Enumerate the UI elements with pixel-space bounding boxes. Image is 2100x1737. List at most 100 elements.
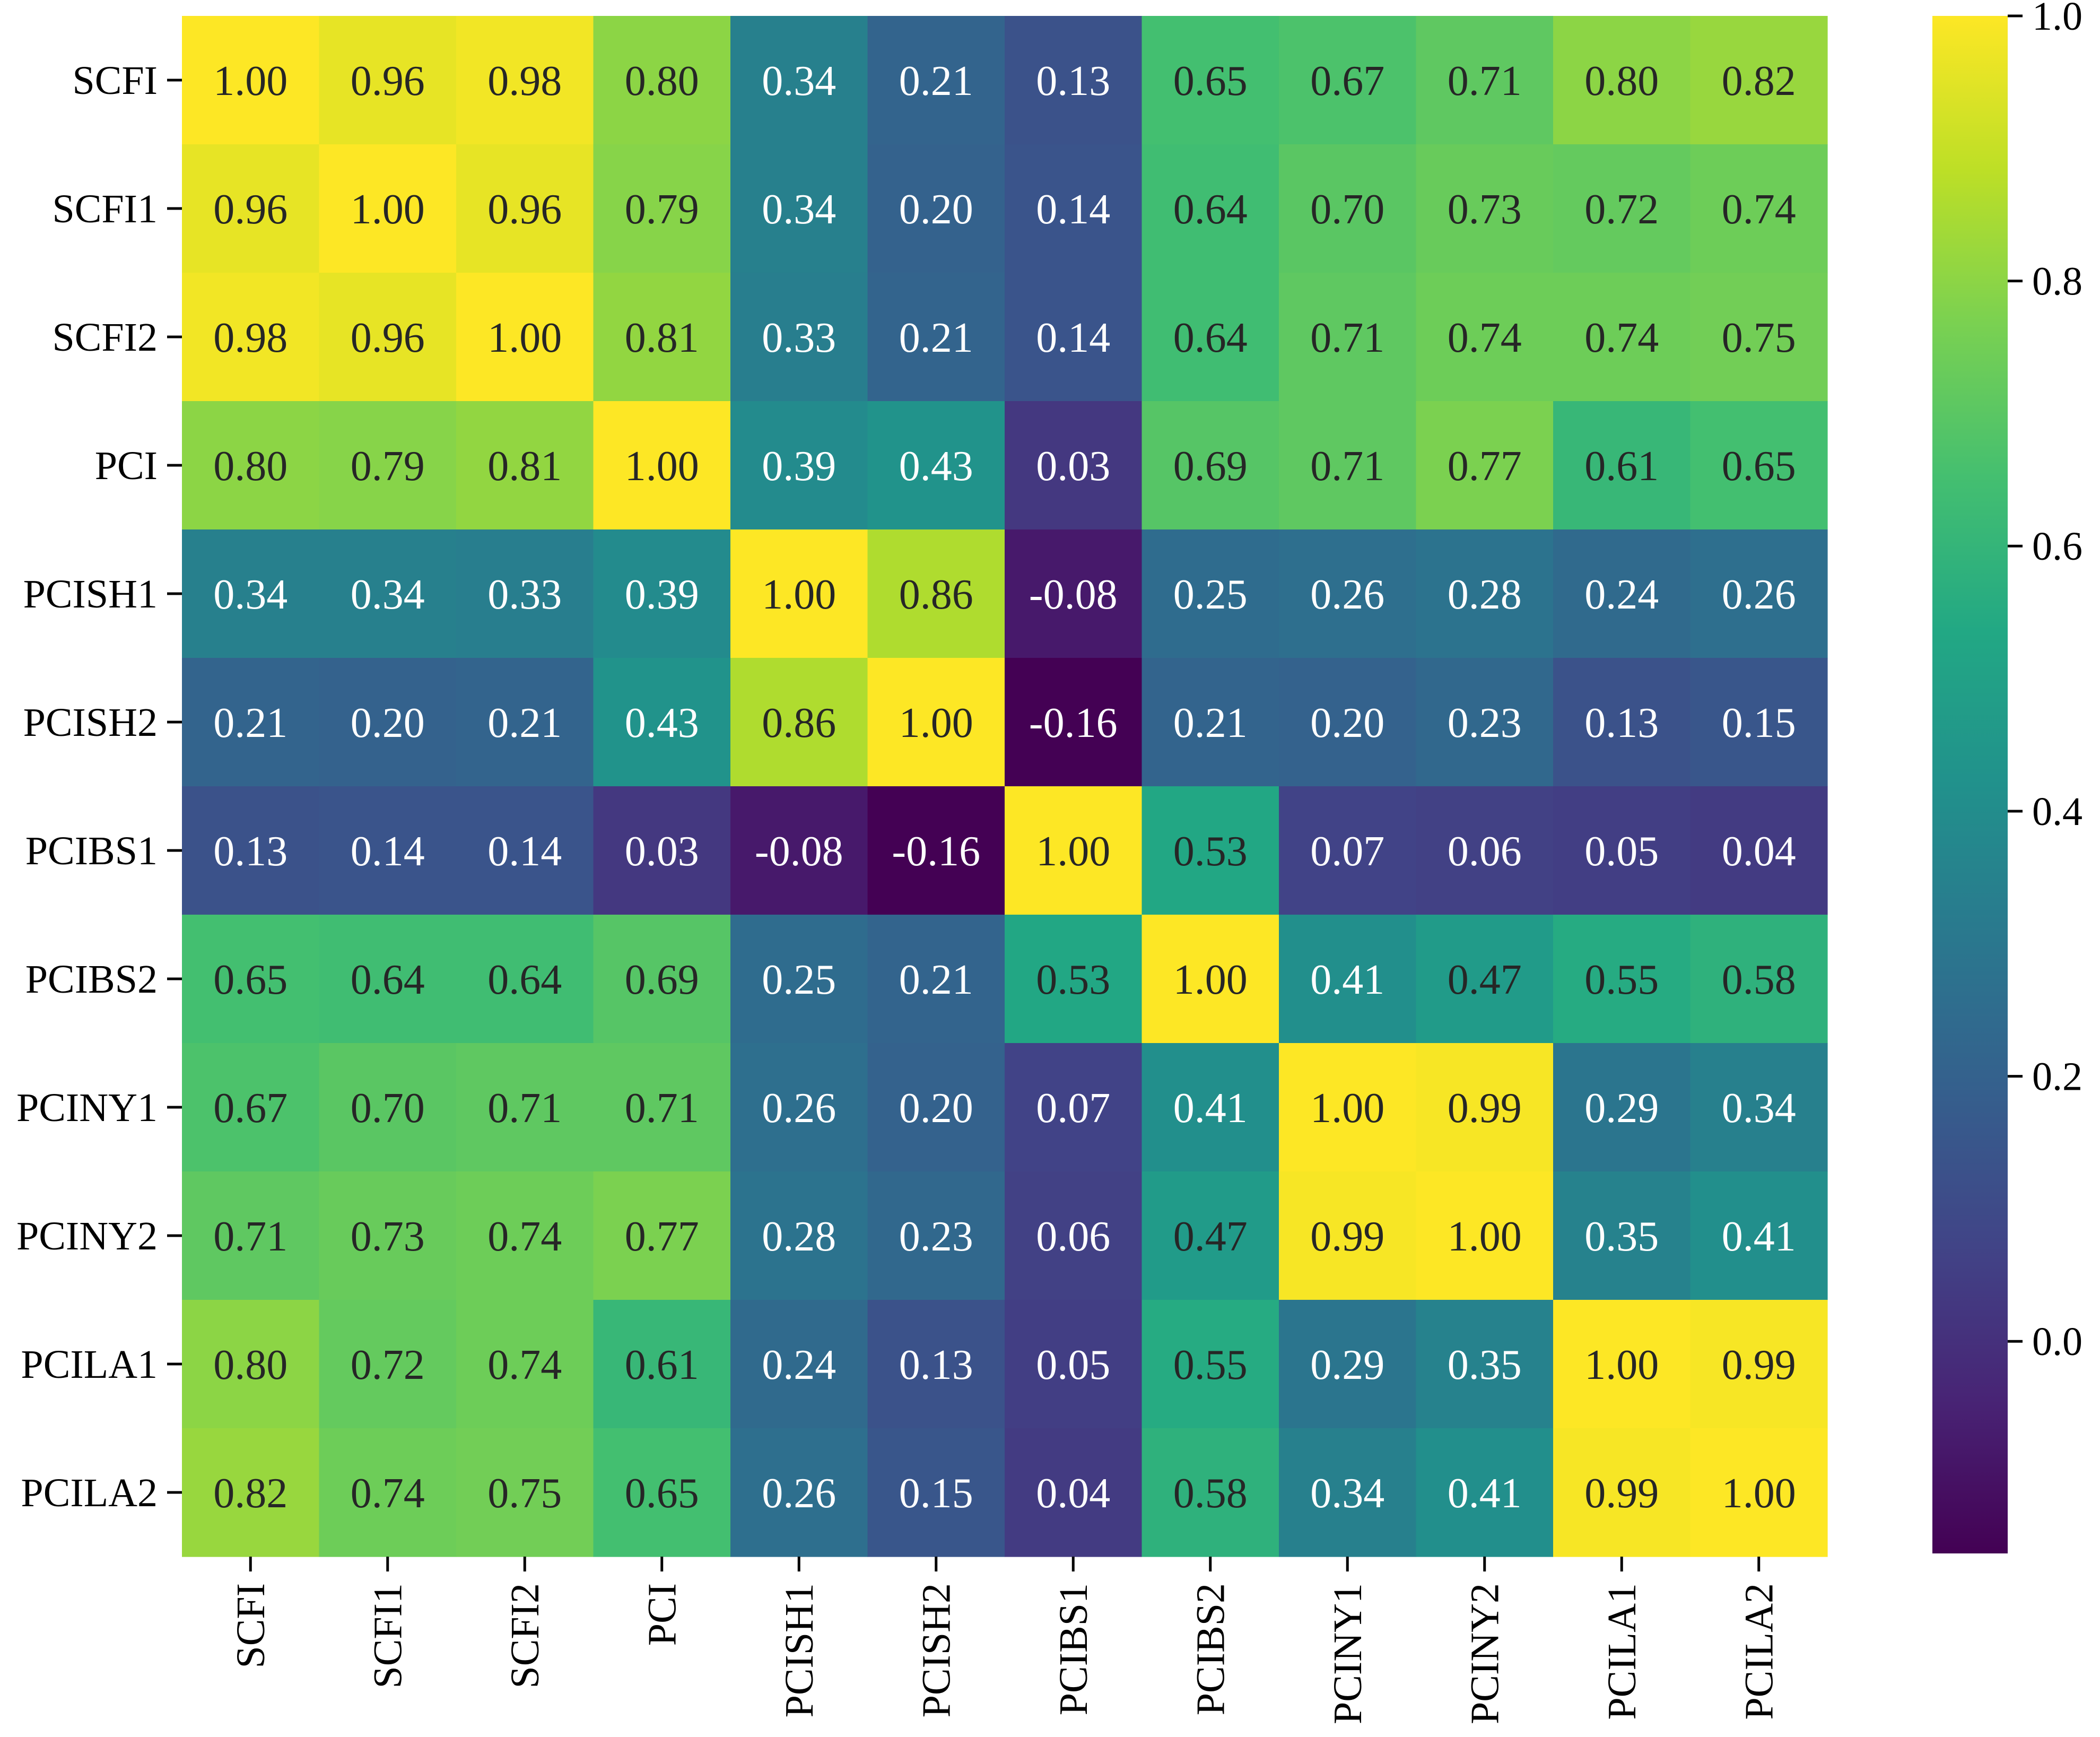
y-tick-label: SCFI1: [52, 187, 158, 231]
cell-value-label: 1.00: [1584, 1342, 1659, 1388]
cell-value-label: 0.14: [487, 828, 562, 875]
heatmap-cell: [593, 915, 731, 1044]
heatmap-cell: [1005, 1171, 1143, 1300]
heatmap-cell: [1690, 658, 1828, 787]
heatmap-cell: [593, 1300, 731, 1429]
heatmap-cell: [1416, 16, 1554, 145]
heatmap-cell: [1416, 529, 1554, 658]
cell-value-label: 0.21: [899, 315, 973, 361]
cell-value-label: 0.21: [213, 700, 287, 746]
cell-value-label: 0.07: [1036, 1085, 1110, 1132]
cell-value-label: 0.25: [762, 957, 836, 1003]
cell-value-label: 0.79: [351, 443, 425, 490]
cell-value-label: 0.74: [1584, 315, 1659, 361]
cell-value-label: 0.41: [1173, 1085, 1248, 1132]
cell-value-label: 0.65: [1722, 443, 1796, 490]
heatmap-cell: [1005, 529, 1143, 658]
cell-value-label: 0.14: [1036, 186, 1110, 233]
cell-value-label: 0.69: [1173, 443, 1248, 490]
cell-value-label: 0.13: [1036, 58, 1110, 105]
heatmap-cell: [319, 786, 457, 915]
cell-value-label: 0.74: [487, 1213, 562, 1260]
heatmap-cell: [1416, 1043, 1554, 1172]
heatmap-cell: [1279, 1171, 1417, 1300]
heatmap-cell: [1690, 16, 1828, 145]
cell-value-label: 0.35: [1448, 1342, 1522, 1388]
heatmap-cell: [1279, 144, 1417, 273]
cell-value-label: 0.35: [1584, 1213, 1659, 1260]
heatmap-cell: [319, 658, 457, 787]
colorbar-tick-label: 0.6: [2032, 524, 2082, 569]
cell-value-label: 0.58: [1173, 1470, 1248, 1517]
heatmap-cell: [1553, 786, 1691, 915]
cell-value-label: 0.29: [1310, 1342, 1384, 1388]
cell-value-label: 0.77: [625, 1213, 699, 1260]
colorbar-tick-label: 0.4: [2032, 789, 2082, 834]
cell-value-label: 0.24: [1584, 571, 1659, 618]
cell-value-label: 0.41: [1448, 1470, 1522, 1517]
cell-value-label: 0.41: [1310, 957, 1384, 1003]
heatmap-cell: [730, 144, 868, 273]
heatmap-cell: [593, 1171, 731, 1300]
cell-value-label: 0.71: [1310, 443, 1384, 490]
cell-value-label: 0.28: [1448, 571, 1522, 618]
heatmap-cell: [319, 1171, 457, 1300]
cell-value-label: 0.72: [351, 1342, 425, 1388]
cell-value-label: 0.06: [1036, 1213, 1110, 1260]
y-tick-label: PCIBS2: [25, 957, 158, 1002]
colorbar-tick-label: 1.0: [2032, 0, 2082, 39]
cell-value-label: 0.61: [625, 1342, 699, 1388]
heatmap-cell: [319, 1300, 457, 1429]
y-tick-label: PCISH1: [23, 572, 158, 616]
heatmap-cell: [1690, 1171, 1828, 1300]
cell-value-label: 0.33: [762, 315, 836, 361]
heatmap-cell: [1005, 1300, 1143, 1429]
cell-value-label: -0.16: [892, 828, 980, 875]
cell-value-label: 0.81: [625, 315, 699, 361]
cell-value-label: 0.69: [625, 957, 699, 1003]
cell-value-label: 0.77: [1448, 443, 1522, 490]
cell-value-label: 0.03: [625, 828, 699, 875]
cell-value-label: 0.55: [1584, 957, 1659, 1003]
cell-value-label: 0.72: [1584, 186, 1659, 233]
heatmap-cell: [456, 915, 594, 1044]
heatmap-cell: [730, 16, 868, 145]
cell-value-label: 0.20: [899, 1085, 973, 1132]
cell-value-label: 0.20: [351, 700, 425, 746]
cell-value-label: 1.00: [1310, 1085, 1384, 1132]
cell-value-label: 0.41: [1722, 1213, 1796, 1260]
y-tick-label: PCISH2: [23, 700, 158, 745]
heatmap-cell: [593, 786, 731, 915]
heatmap-cell: [730, 1171, 868, 1300]
heatmap-cell: [867, 1300, 1005, 1429]
cell-value-label: 0.04: [1722, 828, 1796, 875]
cell-value-label: 0.23: [899, 1213, 973, 1260]
heatmap-cell: [1279, 273, 1417, 402]
cell-value-label: -0.08: [1029, 571, 1118, 618]
cell-value-label: 0.96: [213, 186, 287, 233]
heatmap-cell: [182, 273, 320, 402]
cell-value-label: 0.33: [487, 571, 562, 618]
cell-value-label: 0.39: [625, 571, 699, 618]
heatmap-cell: [1553, 1300, 1691, 1429]
y-tick-label: PCILA1: [21, 1342, 158, 1387]
cell-value-label: 1.00: [625, 443, 699, 490]
heatmap-cell: [182, 529, 320, 658]
heatmap-cell: [1553, 529, 1691, 658]
cell-value-label: 0.03: [1036, 443, 1110, 490]
x-tick-label: PCINY1: [1326, 1583, 1370, 1724]
cell-value-label: 0.82: [213, 1470, 287, 1517]
x-tick-label: PCISH1: [777, 1583, 822, 1717]
cell-value-label: 0.80: [1584, 58, 1659, 105]
heatmap-cell: [319, 273, 457, 402]
heatmap-cell: [182, 1043, 320, 1172]
x-tick-label: PCIBS1: [1051, 1583, 1096, 1715]
cell-value-label: 0.99: [1448, 1085, 1522, 1132]
heatmap-cells: [182, 16, 1828, 1557]
heatmap-cell: [1142, 144, 1279, 273]
heatmap-cell: [1416, 1428, 1554, 1557]
cell-value-label: 0.81: [487, 443, 562, 490]
cell-value-label: 0.21: [487, 700, 562, 746]
heatmap-cell: [593, 658, 731, 787]
